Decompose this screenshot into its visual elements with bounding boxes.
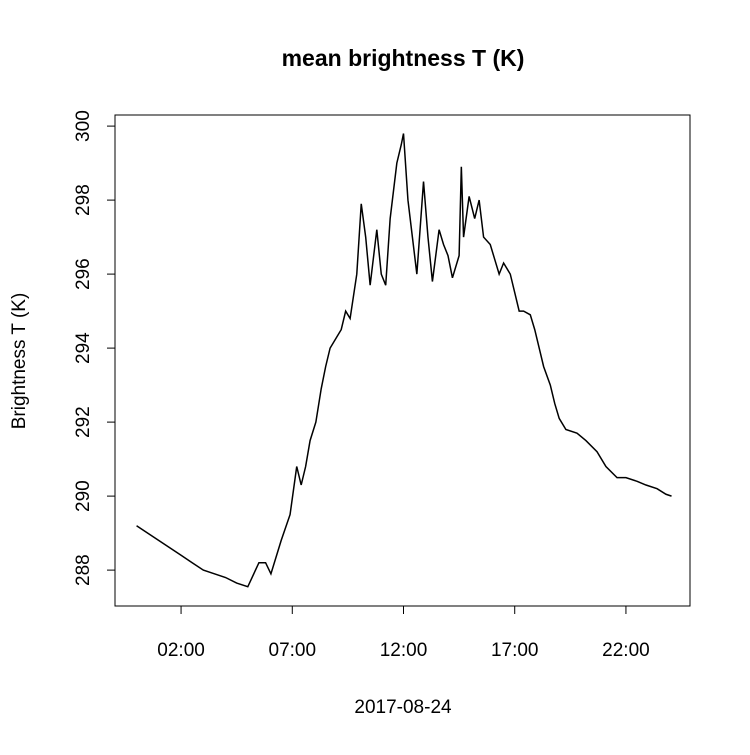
y-tick-label: 288: [73, 554, 94, 586]
data-line: [136, 133, 672, 588]
x-tick-label: 02:00: [157, 640, 205, 661]
y-tick-label: 292: [73, 406, 94, 438]
x-axis-label: 2017-08-24: [354, 697, 452, 718]
y-tick-label: 296: [73, 258, 94, 290]
y-tick-label: 300: [73, 110, 94, 142]
plot-box: [114, 114, 691, 607]
x-tick-label: 12:00: [380, 640, 428, 661]
x-tick-label: 17:00: [491, 640, 539, 661]
chart-title: mean brightness T (K): [282, 45, 525, 71]
y-tick-label: 290: [73, 480, 94, 512]
y-tick-label: 294: [73, 332, 94, 364]
x-tick-label: 07:00: [269, 640, 317, 661]
y-axis-label: Brightness T (K): [9, 293, 30, 430]
y-tick-label: 298: [73, 184, 94, 216]
x-tick-label: 22:00: [602, 640, 650, 661]
